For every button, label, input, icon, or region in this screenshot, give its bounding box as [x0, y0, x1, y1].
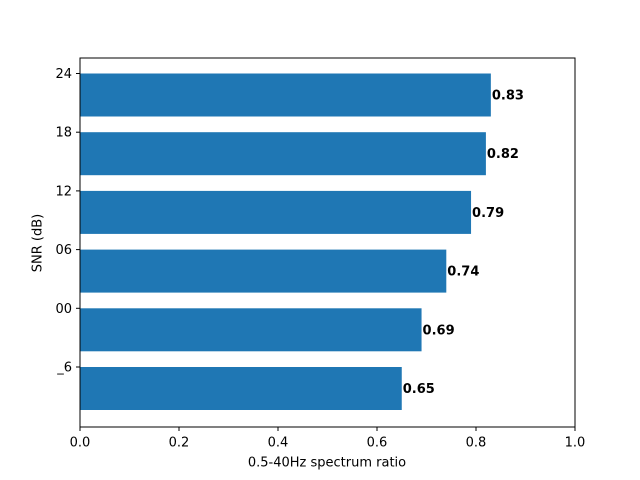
x-tick-label: 1.0 [565, 436, 586, 451]
value-label: 0.83 [492, 89, 524, 104]
x-tick-label: 0.4 [268, 436, 289, 451]
value-label: 0.82 [487, 147, 519, 162]
bar [80, 132, 486, 176]
x-axis-label: 0.5-40Hz spectrum ratio [248, 456, 406, 471]
x-tick-label: 0.6 [367, 436, 388, 451]
value-label: 0.69 [423, 323, 455, 338]
x-tick-label: 0.2 [169, 436, 190, 451]
bar [80, 73, 491, 117]
y-tick-label: 06 [55, 243, 72, 258]
plot-frame [79, 57, 576, 428]
y-tick-label: 00 [55, 302, 72, 317]
value-label: 0.79 [472, 206, 504, 221]
y-tick-label: 12 [55, 184, 72, 199]
value-label: 0.65 [403, 382, 435, 397]
y-tick-label: 18 [55, 126, 72, 141]
y-tick-label: 24 [55, 67, 72, 82]
x-tick-label: 0.0 [70, 436, 91, 451]
value-label: 0.74 [447, 265, 479, 280]
y-tick-label: _6 [56, 361, 72, 376]
x-tick-label: 0.8 [466, 436, 487, 451]
bar [80, 308, 422, 352]
bar [80, 249, 447, 293]
bar [80, 190, 472, 234]
bar [80, 367, 402, 410]
y-axis-label: SNR (dB) [31, 214, 46, 272]
